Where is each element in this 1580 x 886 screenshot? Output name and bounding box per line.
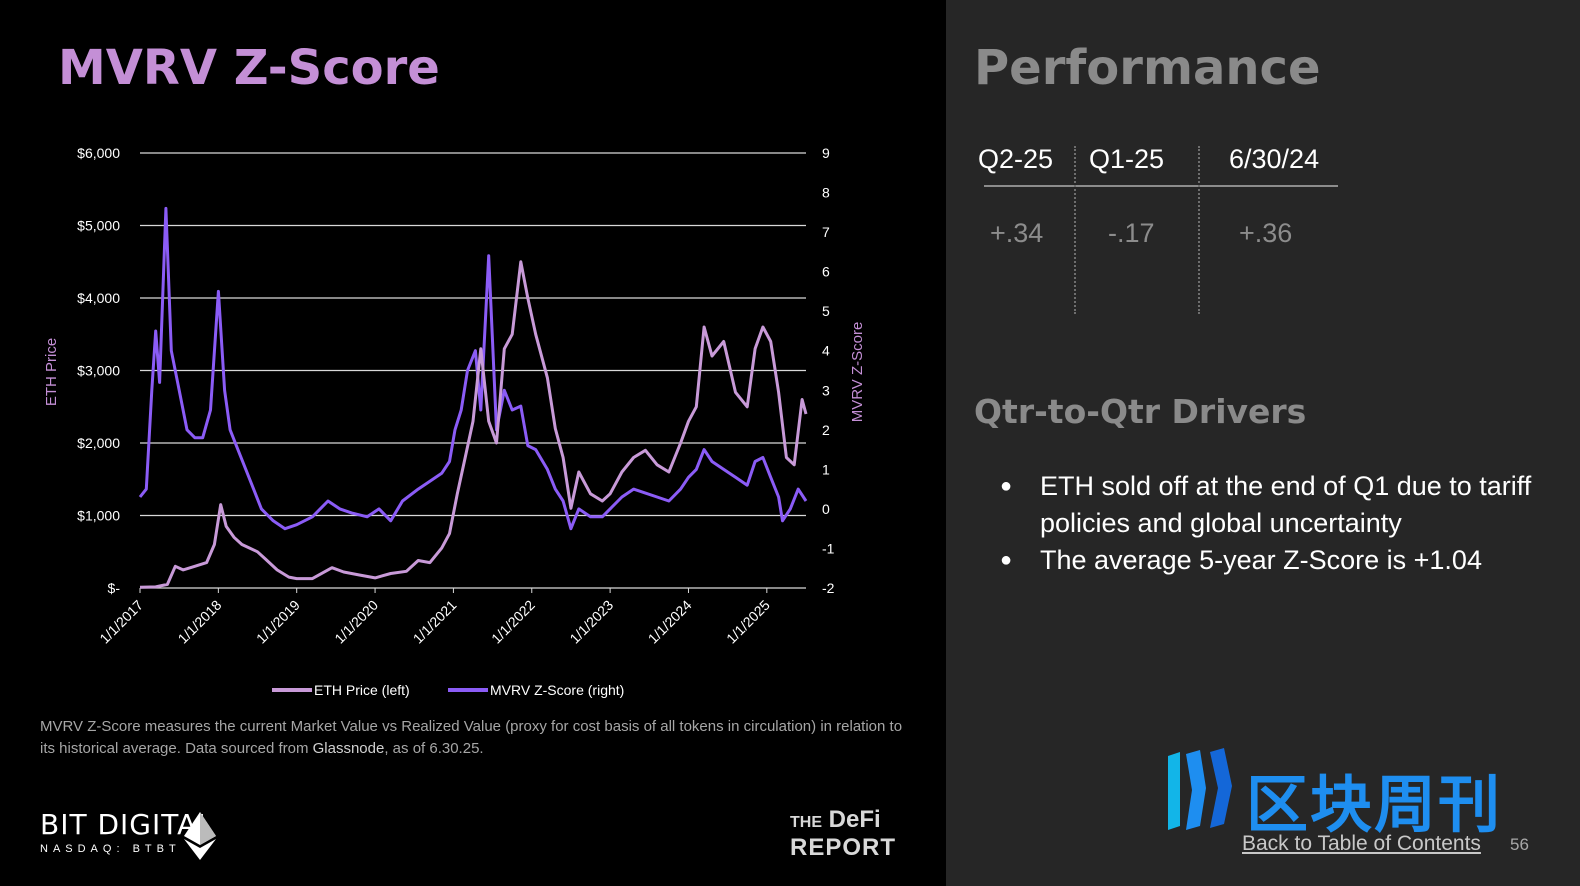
right-tick-label: 5	[822, 303, 830, 319]
left-axis-label: ETH Price	[43, 338, 60, 406]
footnote-text: MVRV Z-Score measures the current Market…	[40, 718, 903, 757]
x-tick-label: 1/1/2020	[331, 597, 381, 647]
defi-report: REPORT	[790, 834, 897, 861]
blockweekly-logo-icon	[1168, 748, 1232, 830]
x-axis-ticks: 1/1/2017 1/1/2018 1/1/2019 1/1/2020 1/1/2021…	[96, 588, 773, 647]
bit-digital-name: BIT DIGITAL	[40, 808, 214, 841]
right-tick-label: 9	[822, 145, 830, 161]
value-q1-25: -.17	[1108, 218, 1155, 248]
left-tick-label: $3,000	[77, 363, 120, 379]
right-tick-label: 1	[822, 461, 830, 477]
col-header-q1-25: Q1-25	[1089, 144, 1165, 174]
drivers-title: Qtr-to-Qtr Drivers	[974, 392, 1307, 431]
x-tick-label: 1/1/2021	[410, 597, 460, 647]
drivers-list: ETH sold off at the end of Q1 due to tar…	[1000, 468, 1540, 579]
col-header-q2-25: Q2-25	[978, 144, 1054, 174]
bit-digital-ticker: NASDAQ: BTBT	[40, 843, 181, 855]
footnote-source: Glassnode	[312, 740, 385, 757]
watermark-text: 区块周刊	[1246, 771, 1503, 840]
legend-label: MVRV Z-Score (right)	[490, 682, 624, 698]
left-tick-label: $5,000	[77, 218, 120, 234]
column-separator	[1074, 146, 1076, 314]
series-lines	[138, 206, 808, 589]
left-tick-label: $6,000	[77, 145, 120, 161]
right-tick-label: 8	[822, 185, 830, 201]
right-tick-label: 0	[822, 501, 830, 517]
chart-title: MVRV Z-Score	[58, 40, 440, 96]
list-item: The average 5-year Z-Score is +1.04	[1000, 542, 1540, 579]
right-tick-label: 6	[822, 264, 830, 280]
right-panel: Performance Q2-25 Q1-25 6/30/24 +.34 -.1…	[946, 0, 1580, 886]
table-divider	[984, 185, 1338, 187]
col-header-6-30-24: 6/30/24	[1229, 144, 1320, 174]
x-tick-label: 1/1/2024	[645, 597, 695, 647]
right-tick-label: 2	[822, 422, 830, 438]
left-tick-label: $1,000	[77, 508, 120, 524]
right-axis-label: MVRV Z-Score	[849, 322, 866, 423]
column-separator	[1198, 146, 1200, 314]
right-tick-label: -1	[822, 540, 835, 556]
left-axis-ticks: $- $1,000 $2,000 $3,000 $4,000 $5,000 $6,000	[77, 145, 120, 596]
right-tick-label: -2	[822, 580, 835, 596]
mvrv-chart: $- $1,000 $2,000 $3,000 $4,000 $5,000 $6,000 -…	[43, 145, 866, 698]
footnote-suffix: , as of 6.30.25.	[384, 740, 484, 757]
series-line-mvrv-zscore	[138, 206, 808, 531]
x-tick-label: 1/1/2022	[488, 597, 538, 647]
defi-the: THE	[790, 814, 822, 831]
right-tick-label: 4	[822, 343, 830, 359]
chart-grid	[140, 152, 806, 589]
toc-link[interactable]: Back to Table of Contents	[1242, 832, 1481, 855]
right-tick-label: 3	[822, 382, 830, 398]
right-axis-ticks: -2 -1 0 1 2 3 4 5 6 7 8 9	[822, 145, 835, 596]
list-item: ETH sold off at the end of Q1 due to tar…	[1000, 468, 1540, 542]
footnote: MVRV Z-Score measures the current Market…	[40, 716, 910, 760]
right-tick-label: 7	[822, 224, 830, 240]
value-6-30-24: +.36	[1239, 218, 1293, 248]
left-panel: MVRV Z-Score $- $1,000 $2,000 $3,000 $4,000 $…	[40, 40, 910, 861]
defi-report-logo: THE DeFi REPORT	[790, 808, 896, 861]
x-tick-label: 1/1/2017	[96, 597, 146, 647]
performance-title: Performance	[974, 40, 1321, 96]
x-tick-label: 1/1/2018	[175, 597, 225, 647]
page-number: 56	[1510, 835, 1529, 854]
legend-label: ETH Price (left)	[314, 682, 410, 698]
value-q2-25: +.34	[990, 218, 1044, 248]
ethereum-icon	[184, 812, 216, 860]
x-tick-label: 1/1/2019	[253, 597, 303, 647]
bit-digital-logo: BIT DIGITAL NASDAQ: BTBT	[40, 808, 214, 855]
left-tick-label: $4,000	[77, 290, 120, 306]
x-tick-label: 1/1/2025	[723, 597, 773, 647]
left-tick-label: $2,000	[77, 435, 120, 451]
defi-word: DeFi	[828, 806, 881, 833]
series-line-eth-price	[139, 260, 808, 589]
x-tick-label: 1/1/2023	[566, 597, 616, 647]
chart-legend: ETH Price (left) MVRV Z-Score (right)	[272, 682, 624, 698]
left-tick-label: $-	[108, 580, 121, 596]
